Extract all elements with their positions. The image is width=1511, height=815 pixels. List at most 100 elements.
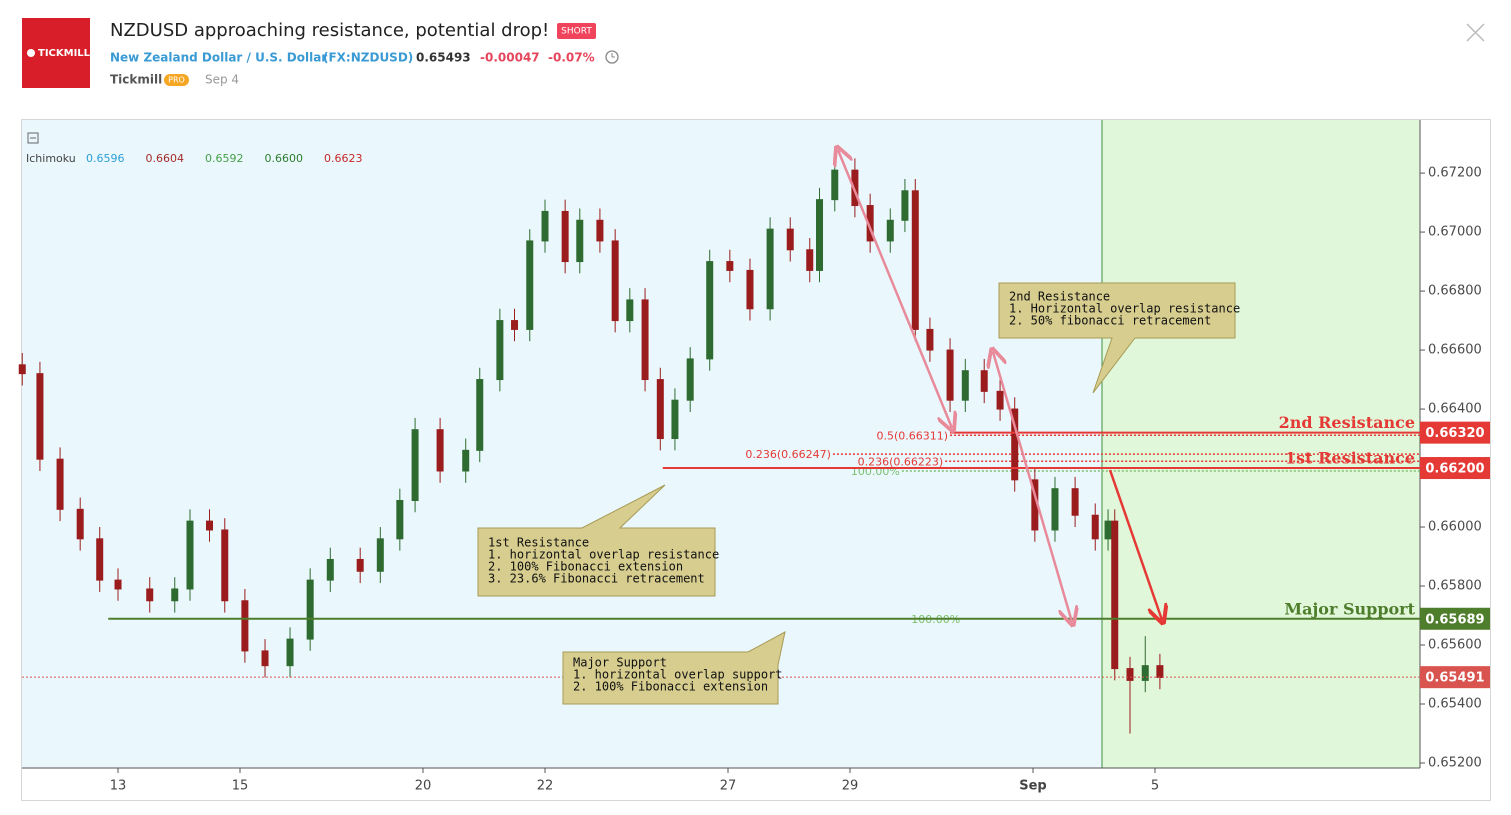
candle-body bbox=[596, 219, 604, 242]
candle-body bbox=[926, 328, 934, 351]
candle-body bbox=[326, 558, 334, 581]
level-name: 1st Resistance bbox=[1285, 449, 1415, 468]
author[interactable]: Tickmill bbox=[110, 73, 162, 87]
candle-body bbox=[671, 399, 679, 440]
candle-body bbox=[1091, 514, 1099, 540]
date-range-highlight bbox=[1102, 120, 1420, 768]
candle-body bbox=[886, 219, 894, 242]
target-arrow bbox=[1108, 469, 1162, 620]
candle-body bbox=[626, 299, 634, 322]
candle-body bbox=[946, 349, 954, 401]
candle-body bbox=[241, 600, 249, 652]
y-tick-label: 0.67200 bbox=[1428, 166, 1482, 181]
callout-line: 1. horizontal overlap resistance bbox=[488, 548, 719, 562]
symbol-name[interactable]: New Zealand Dollar / U.S. Dollar bbox=[110, 51, 327, 65]
candle-body bbox=[36, 373, 44, 460]
alert-icon[interactable] bbox=[605, 50, 619, 64]
callout-line: 1. Horizontal overlap resistance bbox=[1009, 302, 1240, 316]
candle-body bbox=[911, 190, 919, 330]
candle-body bbox=[146, 588, 154, 602]
candle-body bbox=[396, 499, 404, 540]
x-tick-label: 27 bbox=[720, 779, 737, 794]
x-tick-label: 5 bbox=[1151, 779, 1159, 794]
callout bbox=[477, 484, 716, 597]
level-price-label: 0.65689 bbox=[1425, 612, 1484, 627]
level-price-box bbox=[1420, 457, 1490, 480]
candle-body bbox=[1156, 665, 1164, 678]
level-price-label: 0.66320 bbox=[1425, 426, 1484, 441]
callout-title: Major Support bbox=[573, 656, 667, 670]
y-tick-label: 0.66400 bbox=[1428, 402, 1482, 417]
candle-body bbox=[641, 299, 649, 381]
collapse-icon[interactable] bbox=[27, 132, 39, 144]
indicator-value: 0.6623 bbox=[324, 152, 363, 165]
projection-arrow bbox=[993, 352, 1072, 622]
candle-body bbox=[221, 529, 229, 602]
indicator-value: 0.6596 bbox=[86, 152, 125, 165]
change-percent: -0.07% bbox=[548, 51, 595, 65]
x-tick-label: Sep bbox=[1019, 779, 1047, 794]
candle-body bbox=[996, 390, 1004, 410]
candle-body bbox=[476, 379, 484, 451]
candle-body bbox=[186, 520, 194, 590]
y-tick-label: 0.67000 bbox=[1428, 225, 1482, 240]
candle-body bbox=[114, 579, 122, 590]
fib-label: 0.5(0.66311) bbox=[876, 429, 948, 442]
candle-body bbox=[171, 588, 179, 602]
close-button[interactable] bbox=[1466, 23, 1485, 42]
candle-body bbox=[816, 199, 824, 271]
candle-body bbox=[1104, 520, 1112, 540]
candle-body bbox=[1111, 520, 1119, 670]
candle-body bbox=[766, 228, 774, 310]
symbol-code[interactable]: (FX:NZDUSD) bbox=[323, 51, 413, 65]
candle-body bbox=[436, 429, 444, 472]
candle-body bbox=[686, 358, 694, 401]
candle-body bbox=[496, 320, 504, 381]
fib-label: 0.236(0.66247) bbox=[745, 448, 831, 461]
callout-title: 1st Resistance bbox=[488, 536, 589, 550]
candle-body bbox=[806, 249, 814, 271]
y-tick-label: 0.66000 bbox=[1428, 520, 1482, 535]
change: -0.00047 bbox=[480, 51, 540, 65]
callout-line: 2. 100% Fibonacci extension bbox=[488, 560, 683, 574]
indicator-value: 0.6592 bbox=[205, 152, 244, 165]
x-tick-label: 15 bbox=[232, 779, 249, 794]
candle-body bbox=[831, 169, 839, 201]
level-name: Major Support bbox=[1284, 599, 1415, 618]
y-tick-label: 0.66600 bbox=[1428, 343, 1482, 358]
level-price-box bbox=[1420, 421, 1490, 444]
candle-body bbox=[261, 650, 269, 667]
candle-body bbox=[706, 261, 714, 360]
candle-body bbox=[1126, 668, 1134, 681]
indicator-value: 0.6600 bbox=[265, 152, 304, 165]
candle-body bbox=[56, 458, 64, 510]
candle-body bbox=[411, 429, 419, 501]
idea-title: NZDUSD approaching resistance, potential… bbox=[110, 20, 549, 41]
candle-body bbox=[1141, 665, 1149, 681]
indicator-value: 0.6604 bbox=[146, 152, 185, 165]
level-price-label: 0.65491 bbox=[1425, 671, 1484, 686]
indicator-name: Ichimoku bbox=[26, 152, 76, 165]
candle-body bbox=[76, 508, 84, 540]
candle-body bbox=[961, 370, 969, 401]
callout-title: 2nd Resistance bbox=[1009, 290, 1110, 304]
candle-body bbox=[726, 261, 734, 271]
candle-body bbox=[786, 228, 794, 251]
candle-body bbox=[541, 210, 549, 242]
candle-body bbox=[376, 538, 384, 572]
y-tick-label: 0.65200 bbox=[1428, 755, 1482, 770]
y-tick-label: 0.65800 bbox=[1428, 579, 1482, 594]
candle-body bbox=[206, 520, 214, 531]
candle-body bbox=[96, 538, 104, 581]
candle-body bbox=[611, 240, 619, 322]
badge bbox=[557, 23, 596, 39]
callout-line: 2. 100% Fibonacci extension bbox=[573, 680, 768, 694]
candle-body bbox=[511, 320, 519, 330]
fib-label: 100.00% bbox=[851, 465, 900, 478]
candle-body bbox=[901, 190, 909, 221]
level-price-label: 0.66200 bbox=[1425, 462, 1484, 477]
y-tick-label: 0.66800 bbox=[1428, 284, 1482, 299]
price: 0.65493 bbox=[416, 51, 471, 65]
